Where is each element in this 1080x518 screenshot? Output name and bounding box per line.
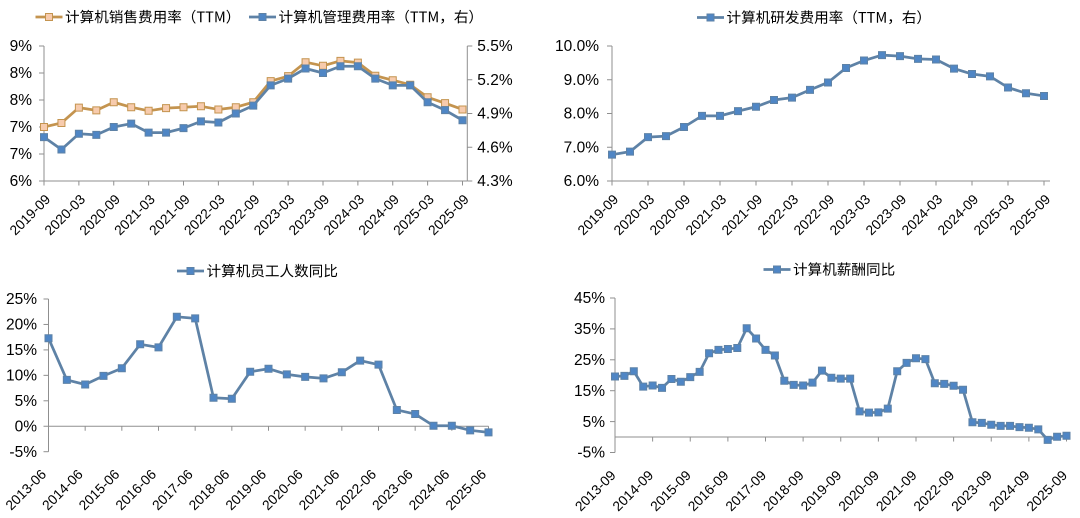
svg-text:-5%: -5%: [9, 444, 37, 461]
svg-text:6.0%: 6.0%: [564, 173, 600, 190]
svg-text:7%: 7%: [10, 146, 33, 163]
svg-text:6%: 6%: [10, 173, 33, 190]
svg-text:4.3%: 4.3%: [477, 173, 513, 190]
svg-text:4.9%: 4.9%: [477, 106, 513, 123]
svg-text:7%: 7%: [10, 119, 33, 136]
svg-text:25%: 25%: [6, 291, 37, 308]
svg-text:4.6%: 4.6%: [477, 139, 513, 156]
svg-text:15%: 15%: [6, 342, 37, 359]
svg-text:10.0%: 10.0%: [555, 38, 599, 55]
svg-text:7.0%: 7.0%: [564, 139, 600, 156]
svg-text:5.2%: 5.2%: [477, 72, 513, 89]
svg-text:8.0%: 8.0%: [564, 106, 600, 123]
svg-text:8%: 8%: [10, 65, 33, 82]
svg-text:25%: 25%: [574, 352, 605, 369]
svg-text:35%: 35%: [574, 321, 605, 338]
svg-text:45%: 45%: [574, 290, 605, 307]
svg-text:0%: 0%: [15, 418, 38, 435]
svg-text:8%: 8%: [10, 92, 33, 109]
svg-text:9.0%: 9.0%: [564, 72, 600, 89]
svg-text:5%: 5%: [583, 414, 606, 431]
svg-text:5%: 5%: [15, 393, 38, 410]
svg-text:20%: 20%: [6, 317, 37, 334]
svg-text:10%: 10%: [6, 368, 37, 385]
svg-text:9%: 9%: [10, 38, 33, 55]
svg-text:15%: 15%: [574, 383, 605, 400]
svg-text:-5%: -5%: [577, 445, 605, 462]
svg-text:5.5%: 5.5%: [477, 38, 513, 55]
